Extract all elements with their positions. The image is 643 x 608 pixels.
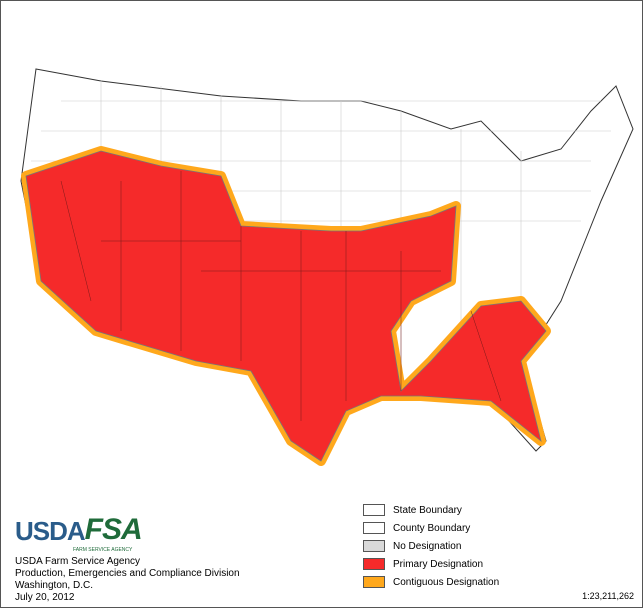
- legend-swatch: [363, 558, 385, 570]
- agency-line: Washington, D.C.: [15, 580, 93, 591]
- legend-swatch: [363, 522, 385, 534]
- agency-line: July 20, 2012: [15, 592, 75, 603]
- logo: USDA FSA FARM SERVICE AGENCY: [15, 513, 143, 553]
- legend-label: State Boundary: [393, 504, 462, 516]
- agency-line: Production, Emergencies and Compliance D…: [15, 568, 240, 579]
- legend-item: Contiguous Designation: [363, 573, 499, 591]
- legend-swatch: [363, 540, 385, 552]
- agency-line: USDA Farm Service Agency: [15, 556, 141, 567]
- legend-item: Primary Designation: [363, 555, 499, 573]
- legend-label: County Boundary: [393, 522, 471, 534]
- legend-item: State Boundary: [363, 501, 499, 519]
- state-lines: [60, 171, 502, 421]
- legend: State Boundary County Boundary No Designat…: [363, 501, 499, 591]
- logo-fsa: FSA: [84, 513, 143, 546]
- primary-area: [25, 150, 547, 462]
- scale: 1:23,211,262: [582, 591, 634, 601]
- logo-subtitle: FARM SERVICE AGENCY: [73, 547, 133, 553]
- legend-item: County Boundary: [363, 519, 499, 537]
- legend-swatch: [363, 576, 385, 588]
- legend-item: No Designation: [363, 537, 499, 555]
- legend-swatch: [363, 504, 385, 516]
- agency-info: USDA Farm Service Agency Production, Emer…: [15, 556, 240, 604]
- legend-label: Primary Designation: [393, 558, 484, 570]
- legend-label: Contiguous Designation: [393, 576, 500, 588]
- legend-label: No Designation: [393, 540, 462, 552]
- logo-usda: USDA: [15, 516, 86, 546]
